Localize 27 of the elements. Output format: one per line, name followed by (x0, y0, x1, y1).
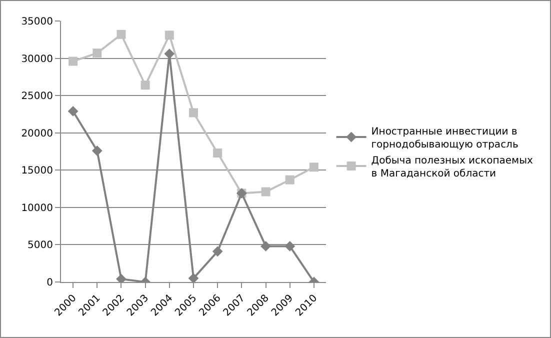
y-tick-label: 10000 (21, 202, 53, 214)
point (309, 162, 318, 172)
point (285, 175, 294, 184)
point (260, 241, 271, 252)
point (284, 241, 296, 252)
point (188, 273, 199, 282)
point (212, 246, 223, 257)
point (261, 187, 270, 196)
legend-label: Иностранные инвестиции в горнодобывающую отрасль (371, 126, 518, 150)
point (189, 108, 198, 118)
y-tick-label: 35000 (21, 16, 53, 28)
y-tick-label: 20000 (21, 128, 53, 140)
y-tick-label: 5000 (28, 240, 53, 252)
point (164, 30, 174, 40)
legend-label: Добыча полезных ископаемых в Магаданской области (371, 155, 533, 180)
point (116, 30, 126, 39)
point (68, 56, 78, 66)
point (68, 106, 78, 116)
point (213, 148, 222, 158)
point (164, 48, 175, 60)
y-tick-label: 0 (46, 278, 53, 288)
point (140, 80, 150, 90)
point (92, 48, 102, 58)
y-tick-label: 15000 (21, 166, 53, 177)
y-tick-label: 25000 (21, 91, 53, 102)
point (92, 146, 102, 156)
y-tick-label: 30000 (21, 54, 53, 65)
